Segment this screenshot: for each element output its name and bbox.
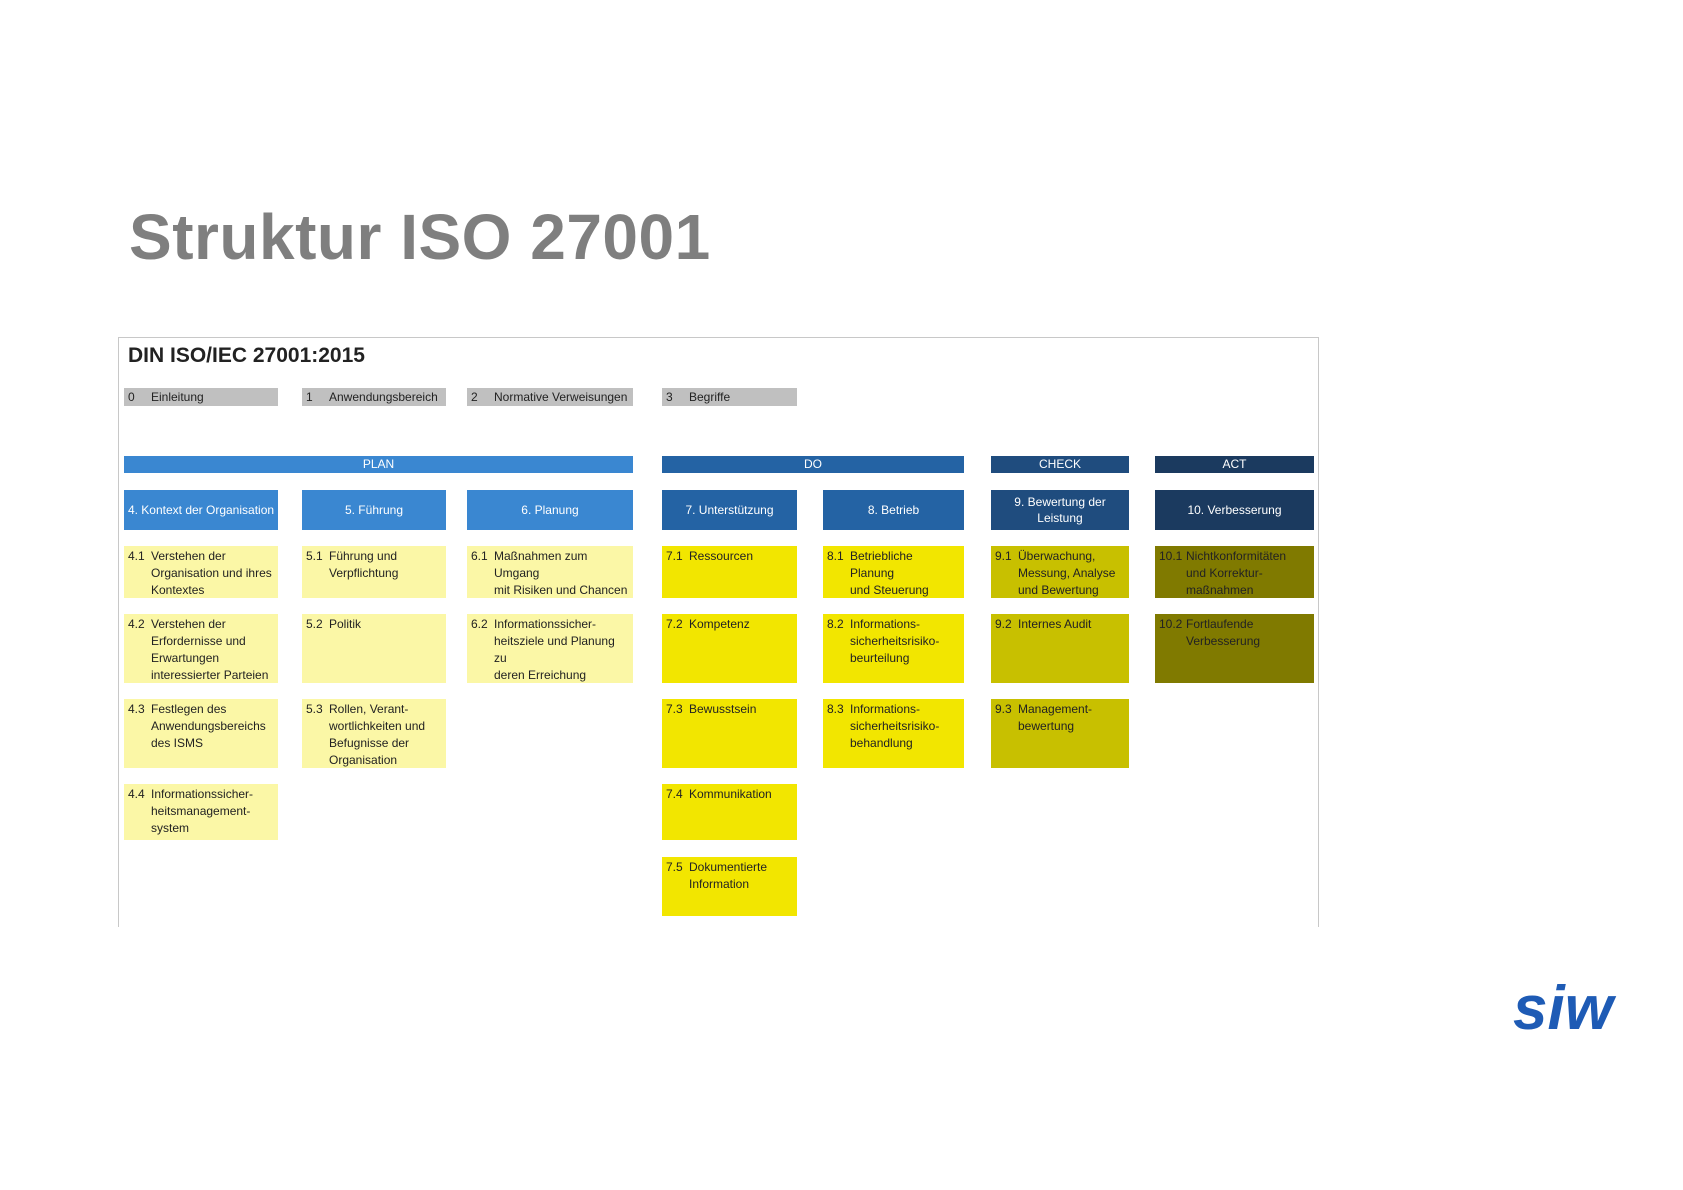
- clause-number: 7.4: [666, 787, 683, 801]
- diagram-frame: [118, 337, 1319, 927]
- clause-number: 7.3: [666, 702, 683, 716]
- clause-number: 8.1: [827, 549, 844, 563]
- intro-num: 0: [128, 390, 135, 404]
- clause-text: Nichtkonformitäten und Korrektur- maßnah…: [1186, 549, 1287, 597]
- clause-number: 10.2: [1159, 617, 1183, 631]
- column-header: 9. Bewertung der Leistung: [991, 490, 1129, 530]
- clause-number: 10.1: [1159, 549, 1183, 563]
- column-header: 4. Kontext der Organisation: [124, 490, 278, 530]
- column-header: 6. Planung: [467, 490, 633, 530]
- diagram-subtitle: DIN ISO/IEC 27001:2015: [128, 344, 365, 367]
- clause-number: 9.3: [995, 702, 1012, 716]
- intro-text: Normative Verweisungen: [494, 390, 628, 404]
- intro-text: Einleitung: [151, 390, 204, 404]
- intro-item-3: 3 Begriffe: [662, 388, 797, 406]
- clause-number: 5.3: [306, 702, 323, 716]
- clause-text: Dokumentierte Information: [689, 860, 768, 891]
- clause-text: Informationssicher- heitsmanagement- sys…: [151, 787, 254, 835]
- clause-number: 5.1: [306, 549, 323, 563]
- clause-card: 8.2 Informations- sicherheitsrisiko- beur…: [823, 614, 964, 683]
- column-header: 8. Betrieb: [823, 490, 964, 530]
- clause-text: Kompetenz: [689, 617, 750, 631]
- intro-num: 3: [666, 390, 673, 404]
- clause-text: Kommunikation: [689, 787, 772, 801]
- clause-card: 10.2 Fortlaufende Verbesserung: [1155, 614, 1314, 683]
- clause-text: Informations- sicherheitsrisiko- behandl…: [850, 702, 940, 750]
- clause-text: Bewusstsein: [689, 702, 757, 716]
- clause-text: Informationssicher- heitsziele und Planu…: [494, 617, 615, 682]
- clause-number: 8.2: [827, 617, 844, 631]
- phase-do: DO: [662, 456, 964, 473]
- intro-item-1: 1 Anwendungsbereich: [302, 388, 446, 406]
- clause-card: 10.1 Nichtkonformitäten und Korrektur- ma…: [1155, 546, 1314, 598]
- clause-text: Verstehen der Erfordernisse und Erwartun…: [151, 617, 269, 682]
- intro-num: 1: [306, 390, 313, 404]
- column-header: 5. Führung: [302, 490, 446, 530]
- clause-text: Betriebliche Planung und Steuerung: [850, 549, 929, 597]
- clause-number: 4.1: [128, 549, 145, 563]
- phase-plan: PLAN: [124, 456, 633, 473]
- clause-card: 6.1 Maßnahmen zum Umgang mit Risiken und …: [467, 546, 633, 598]
- clause-card: 9.2 Internes Audit: [991, 614, 1129, 683]
- clause-number: 5.2: [306, 617, 323, 631]
- clause-card: 4.3 Festlegen des Anwendungsbereichs des …: [124, 699, 278, 768]
- clause-card: 8.1 Betriebliche Planung und Steuerung: [823, 546, 964, 598]
- column-header: 7. Unterstützung: [662, 490, 797, 530]
- clause-number: 7.2: [666, 617, 683, 631]
- clause-number: 8.3: [827, 702, 844, 716]
- clause-number: 7.1: [666, 549, 683, 563]
- clause-number: 6.2: [471, 617, 488, 631]
- clause-number: 4.4: [128, 787, 145, 801]
- clause-number: 6.1: [471, 549, 488, 563]
- clause-card: 6.2 Informationssicher- heitsziele und Pl…: [467, 614, 633, 683]
- clause-card: 7.2 Kompetenz: [662, 614, 797, 683]
- clause-text: Maßnahmen zum Umgang mit Risiken und Cha…: [494, 549, 628, 597]
- clause-card: 7.5 Dokumentierte Information: [662, 857, 797, 916]
- phase-act: ACT: [1155, 456, 1314, 473]
- intro-text: Begriffe: [689, 390, 731, 404]
- phase-check: CHECK: [991, 456, 1129, 473]
- clause-card: 8.3 Informations- sicherheitsrisiko- beha…: [823, 699, 964, 768]
- clause-text: Rollen, Verant- wortlichkeiten und Befug…: [329, 702, 426, 767]
- clause-text: Überwachung, Messung, Analyse und Bewert…: [1018, 549, 1116, 597]
- clause-number: 9.2: [995, 617, 1012, 631]
- clause-text: Festlegen des Anwendungsbereichs des ISM…: [151, 702, 266, 750]
- clause-text: Führung und Verpflichtung: [329, 549, 399, 580]
- clause-text: Internes Audit: [1018, 617, 1092, 631]
- clause-text: Verstehen der Organisation und ihres Kon…: [151, 549, 272, 597]
- clause-text: Ressourcen: [689, 549, 754, 563]
- clause-card: 7.3 Bewusstsein: [662, 699, 797, 768]
- clause-card: 4.4 Informationssicher- heitsmanagement- …: [124, 784, 278, 840]
- intro-item-0: 0 Einleitung: [124, 388, 278, 406]
- column-header: 10. Verbesserung: [1155, 490, 1314, 530]
- clause-card: 4.1 Verstehen der Organisation und ihres …: [124, 546, 278, 598]
- logo-text: siw: [1513, 983, 1617, 1033]
- clause-card: 5.2 Politik: [302, 614, 446, 683]
- clause-number: 7.5: [666, 860, 683, 874]
- intro-text: Anwendungsbereich: [329, 390, 438, 404]
- clause-number: 4.2: [128, 617, 145, 631]
- intro-num: 2: [471, 390, 478, 404]
- clause-number: 9.1: [995, 549, 1012, 563]
- clause-number: 4.3: [128, 702, 145, 716]
- page-title: Struktur ISO 27001: [129, 201, 711, 273]
- clause-card: 7.4 Kommunikation: [662, 784, 797, 840]
- clause-text: Informations- sicherheitsrisiko- beurtei…: [850, 617, 940, 665]
- intro-item-2: 2 Normative Verweisungen: [467, 388, 633, 406]
- clause-card: 9.1 Überwachung, Messung, Analyse und Bew…: [991, 546, 1129, 598]
- siw-logo: siw: [1513, 983, 1617, 1033]
- clause-text: Fortlaufende Verbesserung: [1186, 617, 1261, 648]
- clause-card: 7.1 Ressourcen: [662, 546, 797, 598]
- clause-card: 4.2 Verstehen der Erfordernisse und Erwar…: [124, 614, 278, 683]
- clause-card: 5.3 Rollen, Verant- wortlichkeiten und Be…: [302, 699, 446, 768]
- clause-card: 9.3 Management- bewertung: [991, 699, 1129, 768]
- clause-text: Politik: [329, 617, 362, 631]
- clause-text: Management- bewertung: [1018, 702, 1093, 733]
- clause-card: 5.1 Führung und Verpflichtung: [302, 546, 446, 598]
